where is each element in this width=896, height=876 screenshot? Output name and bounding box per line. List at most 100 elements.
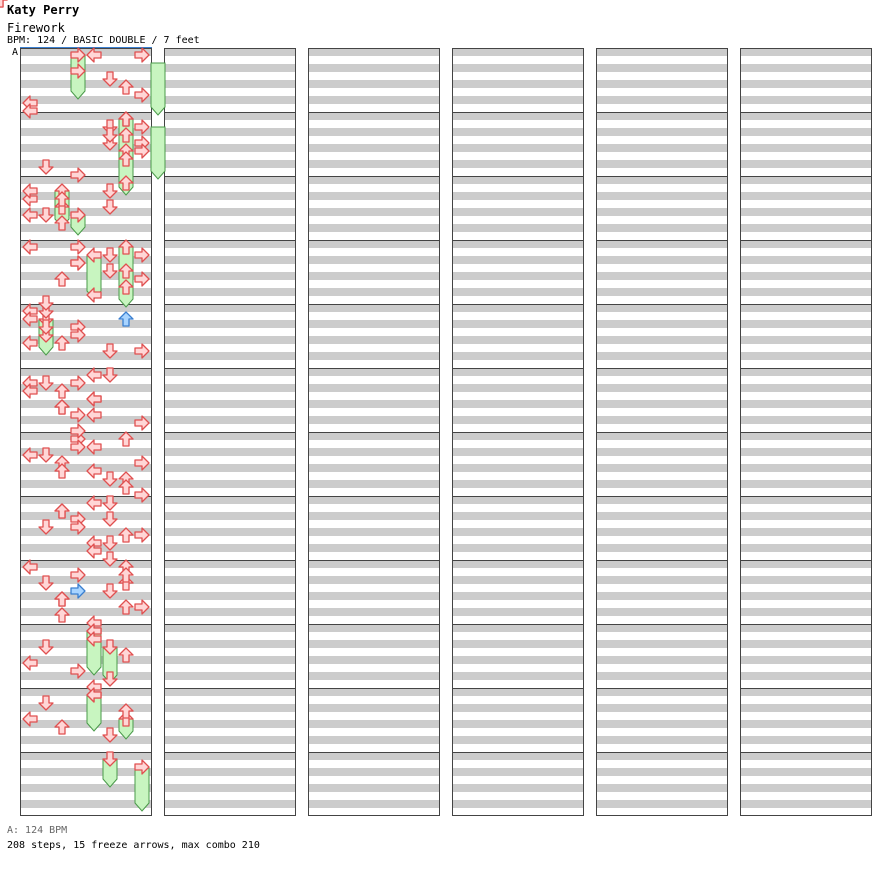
beat-stripe <box>452 384 584 392</box>
beat-stripe <box>164 576 296 584</box>
arrow-right-red <box>70 47 86 63</box>
beat-stripe <box>20 416 152 424</box>
arrow-right-red <box>70 207 86 223</box>
beat-stripe <box>452 544 584 552</box>
beat-stripe <box>20 176 152 184</box>
beat-stripe <box>308 336 440 344</box>
beat-stripe <box>308 272 440 280</box>
beat-stripe <box>596 48 728 56</box>
beat-stripe <box>596 416 728 424</box>
beat-stripe <box>20 448 152 456</box>
beat-stripe <box>164 256 296 264</box>
beat-stripe <box>20 624 152 632</box>
beat-stripe <box>164 784 296 792</box>
beat-stripe <box>308 784 440 792</box>
beat-stripe <box>452 720 584 728</box>
arrow-right-red <box>70 63 86 79</box>
beat-stripe <box>20 480 152 488</box>
beat-stripe <box>596 272 728 280</box>
arrow-right-red <box>134 343 150 359</box>
beat-stripe <box>596 112 728 120</box>
beat-stripe <box>164 80 296 88</box>
beat-stripe <box>596 576 728 584</box>
arrow-down-red <box>102 367 118 383</box>
beat-stripe <box>308 736 440 744</box>
beat-stripe <box>740 224 872 232</box>
arrow-up-red <box>118 599 134 615</box>
beat-stripe <box>164 768 296 776</box>
beat-stripe <box>308 48 440 56</box>
beat-stripe <box>740 448 872 456</box>
beat-stripe <box>20 704 152 712</box>
beat-stripe <box>740 80 872 88</box>
beat-stripe <box>308 144 440 152</box>
arrow-right-red <box>134 143 150 159</box>
beat-stripe <box>596 752 728 760</box>
freeze-arrow <box>150 62 166 116</box>
beat-stripe <box>164 64 296 72</box>
beat-stripe <box>20 656 152 664</box>
beat-stripe <box>308 224 440 232</box>
beat-stripe <box>452 224 584 232</box>
beat-stripe <box>20 352 152 360</box>
beat-stripe <box>164 128 296 136</box>
beat-stripe <box>596 560 728 568</box>
arrow-down-red <box>38 207 54 223</box>
beat-stripe <box>452 576 584 584</box>
arrow-left-red <box>22 335 38 351</box>
beat-stripe <box>308 288 440 296</box>
beat-stripe <box>740 64 872 72</box>
arrow-left-red <box>86 391 102 407</box>
beat-stripe <box>164 800 296 808</box>
arrow-up-red <box>118 567 134 583</box>
arrow-left-red <box>22 311 38 327</box>
beat-stripe <box>308 208 440 216</box>
beat-stripe <box>740 192 872 200</box>
arrow-down-red <box>102 551 118 567</box>
beat-stripe <box>740 624 872 632</box>
beat-stripe <box>308 64 440 72</box>
beat-stripe <box>596 720 728 728</box>
beat-stripe <box>596 432 728 440</box>
beat-stripe <box>596 384 728 392</box>
beat-stripe <box>452 528 584 536</box>
beat-stripe <box>740 208 872 216</box>
arrow-down-red <box>38 695 54 711</box>
beat-stripe <box>308 416 440 424</box>
beat-stripe <box>164 688 296 696</box>
arrow-left-red <box>22 103 38 119</box>
beat-stripe <box>164 544 296 552</box>
beat-stripe <box>596 688 728 696</box>
beat-stripe <box>596 704 728 712</box>
bpm-legend: A: 124 BPM <box>7 825 68 836</box>
beat-stripe <box>740 288 872 296</box>
beat-stripe <box>596 656 728 664</box>
beat-stripe <box>452 688 584 696</box>
arrow-left-red <box>86 367 102 383</box>
arrow-right-red <box>134 247 150 263</box>
beat-stripe <box>164 304 296 312</box>
arrow-left-red <box>86 47 102 63</box>
beat-stripe <box>740 704 872 712</box>
panel-border <box>740 48 872 816</box>
arrow-down-red <box>102 495 118 511</box>
beat-stripe <box>740 640 872 648</box>
beat-stripe <box>20 752 152 760</box>
beat-stripe <box>20 80 152 88</box>
arrow-down-red <box>102 511 118 527</box>
beat-stripe <box>20 400 152 408</box>
beat-stripe <box>308 544 440 552</box>
beat-stripe <box>164 624 296 632</box>
beat-stripe <box>164 656 296 664</box>
arrow-undefined-red <box>0 0 8 8</box>
beat-stripe <box>164 320 296 328</box>
beat-stripe <box>20 288 152 296</box>
beat-stripe <box>452 624 584 632</box>
beat-stripe <box>596 800 728 808</box>
beat-stripe <box>20 272 152 280</box>
arrow-down-red <box>102 183 118 199</box>
beat-stripe <box>308 368 440 376</box>
panel-border <box>452 48 584 816</box>
beat-stripe <box>596 192 728 200</box>
arrow-left-red <box>86 407 102 423</box>
